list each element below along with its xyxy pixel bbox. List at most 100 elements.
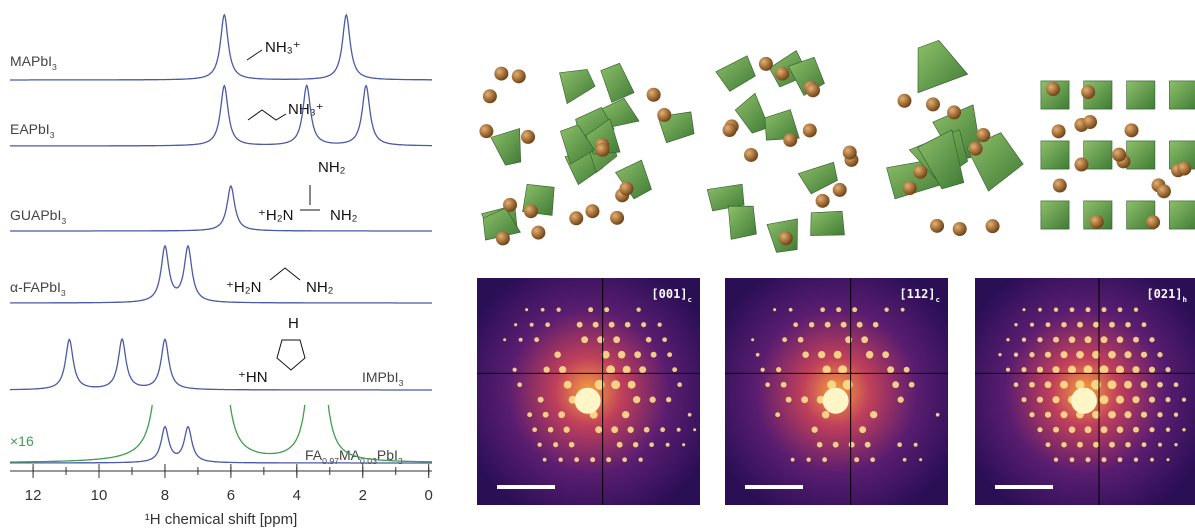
spot [1149, 397, 1155, 403]
spot [644, 427, 650, 433]
spot [1100, 395, 1109, 404]
spot [1141, 412, 1147, 418]
spot [1134, 458, 1138, 462]
spot [649, 442, 654, 447]
spot [1053, 337, 1059, 343]
spot [789, 308, 793, 312]
spot [625, 322, 631, 328]
spot [537, 443, 541, 447]
spot [1054, 308, 1058, 312]
spot [677, 382, 682, 387]
spot [1166, 458, 1169, 461]
label-part: [021] [1146, 287, 1182, 301]
spot [1085, 336, 1092, 343]
octahedron [1041, 141, 1069, 169]
cation [803, 123, 817, 137]
octahedron [811, 211, 845, 235]
spot [1084, 365, 1093, 374]
spot [618, 351, 626, 359]
spot [1030, 323, 1034, 327]
label-part: EAPbI [10, 121, 50, 137]
spot [1134, 308, 1138, 312]
spot [1029, 382, 1035, 388]
central-beam [1071, 388, 1097, 414]
x-tick-label: 0 [425, 487, 433, 504]
diffraction-pattern: [021]h [975, 278, 1195, 505]
spot [1118, 457, 1123, 462]
spot [667, 352, 672, 357]
label-part: 3 [52, 62, 57, 72]
spot [1060, 351, 1067, 358]
label-part: ×16 [10, 433, 34, 449]
crystal-structures [479, 40, 1195, 252]
spot [1142, 322, 1147, 327]
spot [543, 367, 549, 373]
molecule-label: NH₂ [330, 207, 358, 224]
spot [782, 337, 787, 342]
spot [1014, 323, 1017, 326]
spot [892, 381, 899, 388]
spot [1077, 442, 1083, 448]
cation [953, 222, 967, 236]
label-part: GUAPbI [10, 207, 61, 223]
spot [548, 427, 554, 433]
spot [904, 367, 910, 373]
spot [636, 308, 640, 312]
cation [1146, 215, 1160, 229]
spot [765, 382, 770, 387]
spot [1124, 351, 1131, 358]
cation [744, 148, 758, 162]
spot [611, 380, 620, 389]
cation [897, 94, 911, 108]
spot [1037, 397, 1043, 403]
spot [1021, 367, 1026, 372]
spot [574, 457, 579, 462]
series-label: IMPbI3 [362, 369, 404, 388]
spectrum [10, 246, 432, 303]
label-part: [001] [651, 287, 687, 301]
spot [857, 322, 863, 328]
spot [793, 322, 798, 327]
label-part: α-FAPbI [10, 279, 61, 295]
spot [1101, 426, 1108, 433]
cation [759, 57, 773, 71]
spot [773, 308, 776, 311]
cation [585, 204, 599, 218]
spot [609, 322, 615, 328]
spot [525, 308, 528, 311]
cation [647, 88, 661, 102]
spot [1141, 381, 1148, 388]
spot [1108, 351, 1116, 359]
spot [1116, 396, 1124, 404]
spot [823, 366, 831, 374]
spot [622, 457, 627, 462]
spot [1093, 322, 1099, 328]
spot [688, 413, 692, 417]
spot [633, 442, 638, 447]
octahedron [1169, 201, 1195, 229]
cation [521, 130, 535, 144]
octahedron [1041, 201, 1069, 229]
spot [1118, 307, 1123, 312]
spot [865, 442, 871, 448]
spot [1046, 442, 1051, 447]
octahedron [1169, 81, 1195, 109]
spot [806, 458, 810, 462]
cation [833, 183, 847, 197]
spot [861, 336, 868, 343]
cation [496, 231, 510, 245]
octahedron [716, 56, 756, 92]
spot [809, 322, 814, 327]
cation [524, 204, 538, 218]
spot [532, 427, 537, 432]
spot [1157, 412, 1162, 417]
spot [1086, 307, 1091, 312]
spot [1093, 442, 1099, 448]
spot [1102, 307, 1107, 312]
figure: NH₃⁺ NH₃⁺ NH₂ ⁺H₂N NH₂ ⁺H₂N NH₂ H ⁺HN ¹H… [0, 0, 1195, 532]
spot [897, 397, 903, 403]
series-label: ×16 [10, 433, 34, 449]
spot [1165, 397, 1170, 402]
spot [825, 322, 831, 328]
spot [801, 396, 808, 403]
